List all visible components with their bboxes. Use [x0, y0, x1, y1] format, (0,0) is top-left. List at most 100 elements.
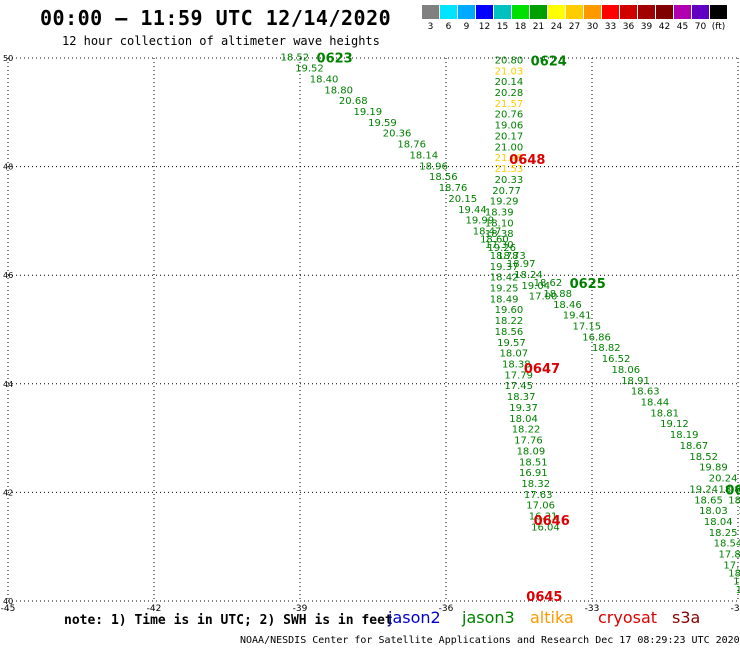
data-point-label: 18.97: [507, 259, 536, 270]
data-point-label: 18.46: [553, 300, 582, 311]
legend-swatch: [692, 5, 709, 19]
data-point-label: 16.86: [582, 332, 611, 343]
data-point-label: 17.87: [719, 550, 740, 561]
data-point-label: 19.19: [354, 107, 383, 118]
data-point-label: 18.14: [410, 150, 439, 161]
data-point-label: 19.26: [487, 243, 516, 254]
track-label: 0623: [317, 52, 353, 67]
legend-label: 3: [427, 22, 434, 32]
data-point-label: 18.70: [738, 506, 740, 517]
legend-label: 39: [640, 22, 653, 32]
cryosat-track-label: 0646: [534, 514, 570, 529]
data-point-label: 19.12: [660, 419, 689, 430]
data-point-label: 16.91: [519, 468, 548, 479]
data-point-label: 18.19: [670, 430, 699, 441]
data-point-label: 18.54: [714, 539, 740, 550]
data-point-label: 18.31: [733, 577, 740, 588]
data-point-label: 21.53: [495, 164, 524, 175]
footer-credit: NOAA/NESDIS Center for Satellite Applica…: [240, 635, 740, 646]
legend-swatch: [602, 5, 619, 19]
data-point-label: 19.24: [689, 484, 718, 495]
data-point-label: 18.42: [490, 273, 519, 284]
legend-swatch: [710, 5, 727, 19]
data-point-label: 18.52: [689, 452, 718, 463]
data-point-label: 18.69: [728, 495, 740, 506]
data-point-label: 21.03: [495, 66, 524, 77]
legend-label: 45: [676, 22, 689, 32]
legend-label: 33: [604, 22, 617, 32]
data-point-label: 18.76: [397, 140, 426, 151]
legend-swatch: [512, 5, 529, 19]
note-text: note: 1) Time is in UTC; 2) SWH is in fe…: [64, 613, 393, 628]
data-point-label: 21.57: [495, 99, 524, 110]
data-point-label: 18.51: [519, 457, 548, 468]
x-tick-label: -30: [731, 604, 740, 614]
data-point-label: 17.76: [514, 436, 543, 447]
legend-label: 6: [445, 22, 452, 32]
legend-swatch: [458, 5, 475, 19]
page-title: 00:00 — 11:59 UTC 12/14/2020: [40, 6, 392, 30]
data-point-label: 20.14: [495, 77, 524, 88]
legend-swatch: [566, 5, 583, 19]
satellite-name-s3a: s3a: [672, 608, 701, 627]
data-point-label: 19.06: [495, 121, 524, 132]
data-point-label: 18.49: [490, 294, 519, 305]
legend-swatch: [548, 5, 565, 19]
data-point-label: 17.45: [504, 381, 533, 392]
legend-label: 42: [658, 22, 671, 32]
data-point-label: 19.37: [509, 403, 538, 414]
track-label: 0624: [531, 54, 567, 69]
data-point-label: 18.40: [310, 74, 339, 85]
data-point-label: 20.33: [495, 175, 524, 186]
data-point-label: 18.04: [704, 517, 733, 528]
data-point-label: 18.73: [497, 251, 526, 262]
data-point-label: 18.22: [495, 316, 524, 327]
satellite-name-altika: altika: [530, 608, 574, 627]
data-point-label: 18.47: [473, 226, 502, 237]
data-point-label: 18.76: [439, 183, 468, 194]
data-point-label: 18.81: [650, 408, 679, 419]
data-point-label: 18.56: [429, 172, 458, 183]
data-point-label: 18.38: [485, 229, 514, 240]
data-point-label: 18.82: [592, 343, 621, 354]
legend-swatch: [584, 5, 601, 19]
data-point-label: 20.15: [448, 194, 477, 205]
data-point-label: 18.80: [324, 85, 353, 96]
x-tick-label: -42: [147, 604, 162, 614]
legend-swatch: [656, 5, 673, 19]
data-point-label: 18.25: [709, 528, 738, 539]
legend-label: 30: [586, 22, 599, 32]
data-point-label: 18.32: [521, 479, 550, 490]
data-point-label: 21.00: [495, 142, 524, 153]
data-point-label: 19.89: [699, 463, 728, 474]
data-point-label: 20.24: [709, 474, 738, 485]
data-point-label: 17.00: [529, 292, 558, 303]
legend-swatch: [476, 5, 493, 19]
satellite-name-jason2: jason2: [388, 608, 441, 627]
data-point-label: 20.80: [495, 55, 524, 66]
data-point-label: 19.60: [495, 305, 524, 316]
legend-label: 18: [514, 22, 527, 32]
data-point-label: 18.60: [480, 235, 509, 246]
cryosat-track-label: 0645: [526, 590, 562, 605]
data-point-label: 18.78: [490, 251, 519, 262]
legend-swatch: [674, 5, 691, 19]
data-point-label: 17.13: [723, 560, 740, 571]
track-label: 0626: [725, 483, 740, 498]
y-tick-label: 44: [3, 380, 13, 389]
y-tick-label: 42: [3, 488, 13, 497]
y-tick-label: 40: [3, 597, 13, 606]
data-point-label: 18.03: [699, 506, 728, 517]
data-point-label: 20.68: [339, 96, 368, 107]
legend-swatch: [530, 5, 547, 19]
y-tick-label: 48: [3, 163, 13, 172]
data-point-label: 18.88: [543, 289, 572, 300]
data-point-label: 19.37: [490, 262, 519, 273]
data-point-label: 18.37: [507, 392, 536, 403]
data-point-label: 18.38: [502, 360, 531, 371]
data-point-label: 20.77: [492, 186, 521, 197]
data-point-label: 18.62: [534, 278, 563, 289]
data-point-label: 18.39: [485, 207, 514, 218]
data-point-label: 19.57: [497, 338, 526, 349]
